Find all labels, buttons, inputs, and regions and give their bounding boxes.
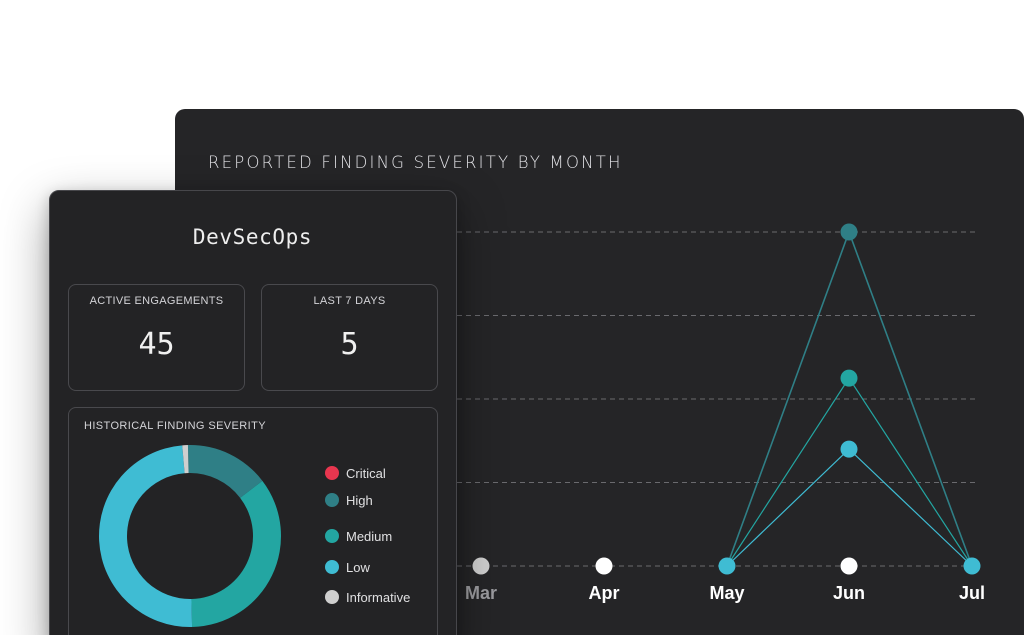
donut-slice-medium xyxy=(191,480,281,627)
donut-slice-informative xyxy=(182,445,189,474)
x-tick-label-mar: Mar xyxy=(465,583,497,603)
baseline-point-apr xyxy=(595,557,613,575)
x-tick-label-may: May xyxy=(709,583,744,603)
legend-swatch-medium xyxy=(325,529,339,543)
last-7-days-card: LAST 7 DAYS 5 xyxy=(261,284,438,391)
legend-item-medium: Medium xyxy=(325,528,392,544)
series-1-point-jun xyxy=(840,223,858,241)
last-7-days-value: 5 xyxy=(340,327,359,362)
legend-swatch-low xyxy=(325,560,339,574)
baseline-point-jul xyxy=(963,557,981,575)
baseline-point-jun xyxy=(840,557,858,575)
donut-slice-low xyxy=(98,445,193,627)
x-tick-label-jul: Jul xyxy=(959,583,985,603)
legend-label-high: High xyxy=(346,492,373,508)
legend-swatch-critical xyxy=(325,466,339,480)
legend-label-medium: Medium xyxy=(346,528,393,544)
x-tick-label-apr: Apr xyxy=(589,583,620,603)
legend-label-critical: Critical xyxy=(346,465,386,481)
severity-donut-chart xyxy=(98,445,281,627)
legend-label-low: Low xyxy=(346,559,370,575)
devsecops-title: DevSecOps xyxy=(192,225,313,249)
legend-label-informative: Informative xyxy=(346,589,411,605)
baseline-point-may xyxy=(718,557,736,575)
x-tick-label-jun: Jun xyxy=(833,583,865,603)
active-engagements-card: ACTIVE ENGAGEMENTS 45 xyxy=(68,284,245,391)
historical-severity-card: HISTORICAL FINDING SEVERITY Critical Hig… xyxy=(68,407,438,635)
legend-item-high: High xyxy=(325,492,373,508)
severity-by-month-title: REPORTED FINDING SEVERITY BY MONTH xyxy=(208,153,623,172)
series-2-point-jun xyxy=(840,369,858,387)
legend-swatch-informative xyxy=(325,590,339,604)
series-line-2 xyxy=(726,377,973,567)
active-engagements-label: ACTIVE ENGAGEMENTS xyxy=(89,295,224,307)
legend-item-informative: Informative xyxy=(325,589,410,605)
last-7-days-label: LAST 7 DAYS xyxy=(313,295,386,307)
donut-slice-high xyxy=(187,445,263,498)
legend-swatch-high xyxy=(325,493,339,507)
legend-item-low: Low xyxy=(325,559,370,575)
series-3-point-jun xyxy=(840,440,858,458)
baseline-point-mar xyxy=(472,557,490,575)
historical-severity-title: HISTORICAL FINDING SEVERITY xyxy=(84,420,266,432)
active-engagements-value: 45 xyxy=(138,327,175,362)
legend-item-critical: Critical xyxy=(325,465,386,481)
